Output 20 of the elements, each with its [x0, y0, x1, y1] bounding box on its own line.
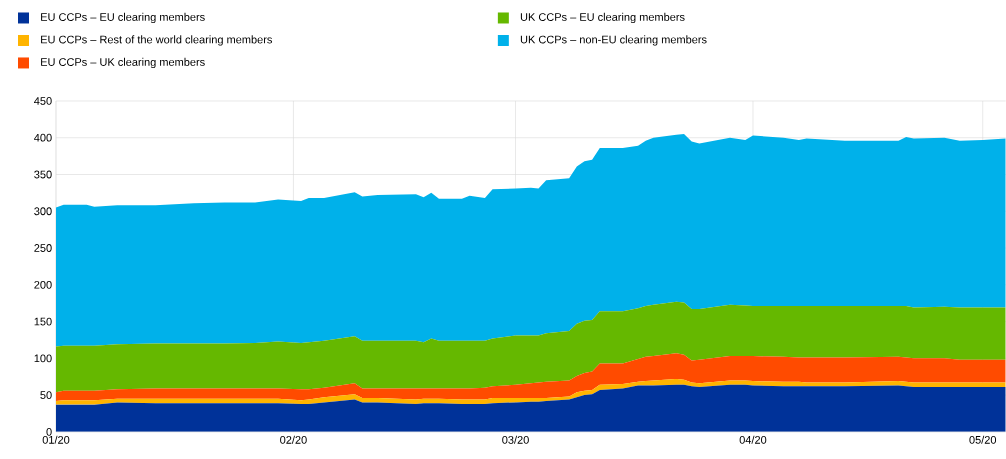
y-tick-label: 50 [40, 391, 52, 400]
x-tick-label: 04/20 [739, 435, 767, 444]
x-tick-label: 02/20 [280, 435, 307, 444]
legend-label: UK CCPs – EU clearing members [520, 12, 685, 24]
y-tick-label: 150 [34, 317, 52, 326]
legend-label: EU CCPs – UK clearing members [41, 57, 205, 69]
legend-label: EU CCPs – EU clearing members [41, 12, 205, 24]
y-tick-label: 200 [34, 280, 52, 289]
x-tick-label: 05/20 [969, 435, 997, 444]
x-tick-label: 03/20 [502, 435, 529, 444]
y-tick-label: 0 [46, 428, 52, 436]
y-tick-label: 450 [34, 97, 52, 105]
y-tick-label: 250 [34, 244, 52, 252]
legend-label: EU CCPs – Rest of the world clearing members [41, 35, 272, 46]
x-tick-label: 01/20 [42, 435, 70, 444]
y-tick-label: 350 [34, 170, 52, 179]
legend-label: UK CCPs – non-EU clearing members [520, 35, 707, 46]
y-tick-label: 400 [34, 133, 52, 142]
y-tick-label: 100 [34, 354, 52, 363]
y-tick-label: 300 [34, 207, 52, 216]
